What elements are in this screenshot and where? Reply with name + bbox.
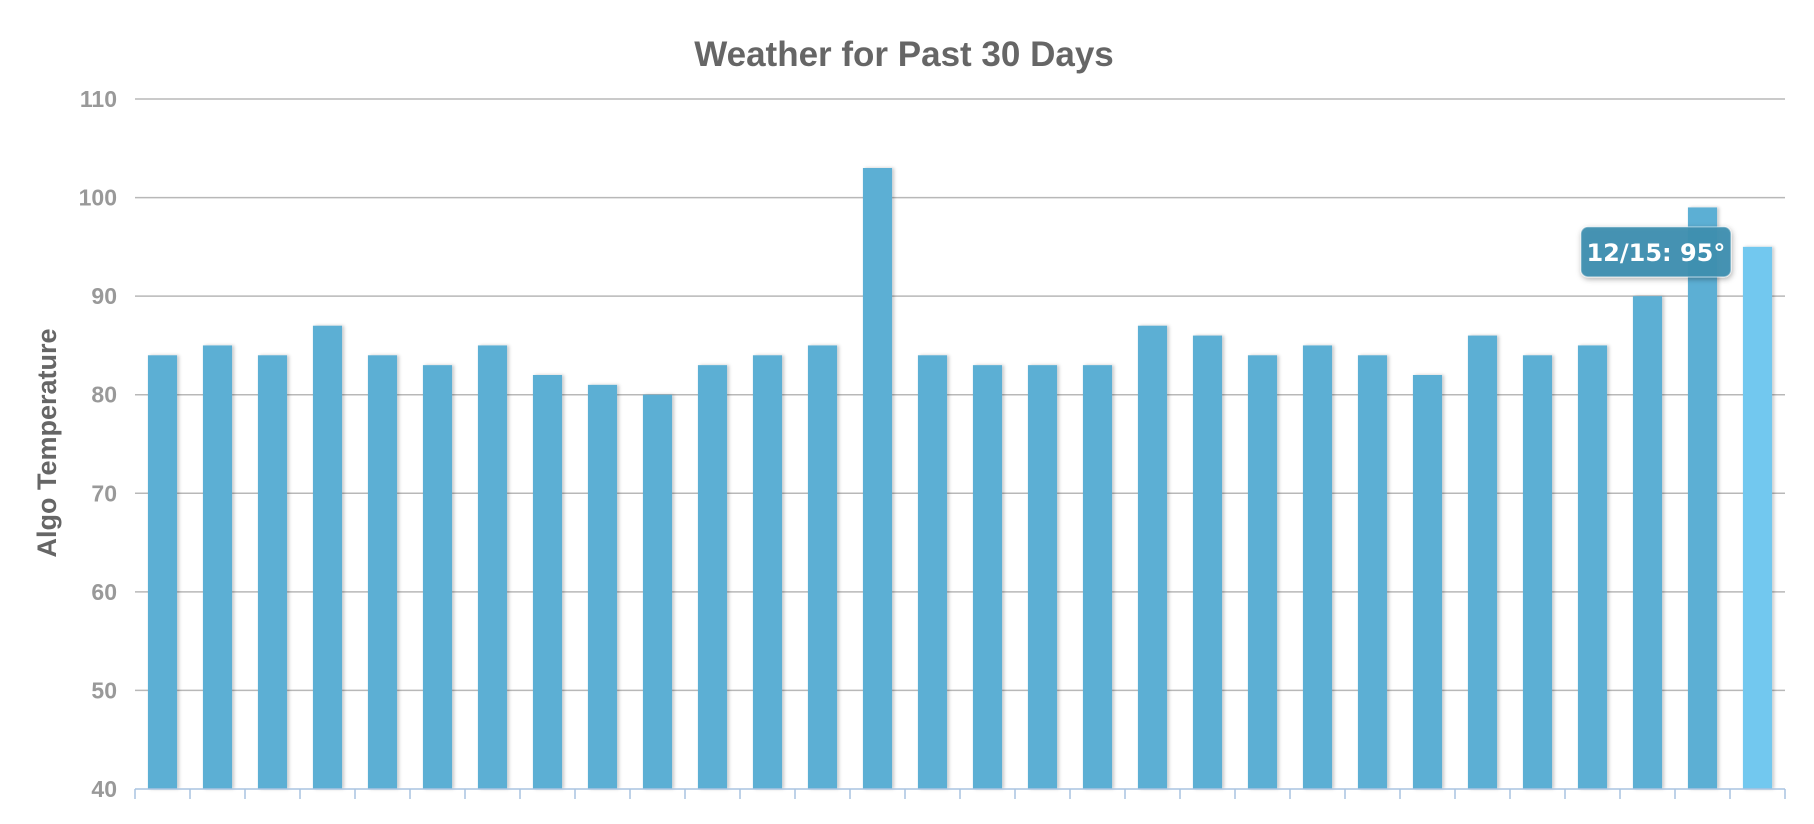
bar-highlighted[interactable] [1742, 246, 1773, 789]
bar[interactable] [367, 355, 398, 789]
tooltip-text: 12/15: 95° [1586, 239, 1725, 267]
bar[interactable] [532, 375, 563, 789]
bar[interactable] [862, 168, 893, 789]
bar[interactable] [1302, 345, 1333, 789]
bar[interactable] [1687, 207, 1718, 789]
x-axis [134, 788, 1786, 799]
bars [147, 168, 1773, 789]
gridlines [135, 98, 1785, 692]
y-axis-label: Algo Temperature [32, 328, 62, 557]
bar[interactable] [312, 325, 343, 789]
bar[interactable] [257, 355, 288, 789]
bar[interactable] [477, 345, 508, 789]
bar[interactable] [1192, 335, 1223, 789]
bar[interactable] [1632, 296, 1663, 789]
bar[interactable] [807, 345, 838, 789]
y-tick-label: 70 [91, 480, 117, 506]
bar[interactable] [697, 365, 728, 789]
bar[interactable] [1082, 365, 1113, 789]
bar[interactable] [1137, 325, 1168, 789]
y-axis-ticks: 40 50 60 70 80 90 100 110 [79, 86, 117, 802]
bar[interactable] [422, 365, 453, 789]
tooltip: 12/15: 95° [1580, 226, 1732, 278]
bar[interactable] [147, 355, 178, 789]
bar[interactable] [587, 384, 618, 789]
bar[interactable] [917, 355, 948, 789]
y-tick-label: 60 [91, 579, 117, 605]
y-tick-label: 80 [91, 382, 117, 408]
y-tick-label: 40 [91, 776, 117, 802]
bar[interactable] [972, 365, 1003, 789]
bar[interactable] [1577, 345, 1608, 789]
bar[interactable] [642, 394, 673, 789]
bar[interactable] [1412, 375, 1443, 789]
bar[interactable] [1247, 355, 1278, 789]
bar[interactable] [1357, 355, 1388, 789]
tooltip-box [1580, 226, 1732, 278]
bar[interactable] [1467, 335, 1498, 789]
chart-title: Weather for Past 30 Days [694, 35, 1114, 74]
bar[interactable] [1522, 355, 1553, 789]
y-tick-label: 110 [80, 86, 117, 112]
y-tick-label: 100 [79, 185, 117, 211]
bar[interactable] [202, 345, 233, 789]
bar[interactable] [752, 355, 783, 789]
y-tick-label: 50 [91, 677, 117, 703]
bar[interactable] [1027, 365, 1058, 789]
y-tick-label: 90 [91, 283, 117, 309]
